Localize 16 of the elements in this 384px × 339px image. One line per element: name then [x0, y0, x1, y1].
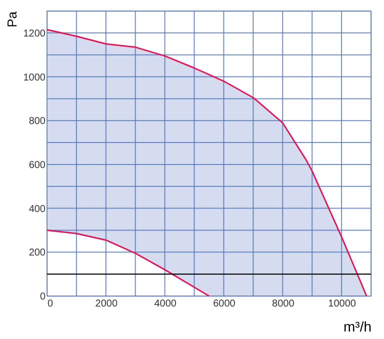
y-axis-title: Pa	[4, 10, 20, 28]
x-axis-title: m³/h	[344, 318, 372, 334]
y-tick-label: 1200	[23, 28, 46, 40]
x-tick-label: 2000	[95, 298, 118, 310]
x-tick-label: 0	[48, 298, 54, 310]
line-series	[46, 229, 210, 297]
y-tick-label: 1000	[23, 72, 46, 84]
y-tick-label: 800	[28, 116, 46, 128]
y-tick-label: 0	[40, 292, 46, 302]
x-tick-label: 10000	[328, 298, 356, 310]
x-tick-label: 6000	[213, 298, 236, 310]
y-tick-label: 400	[28, 204, 46, 215]
y-tick-label: 200	[28, 248, 46, 259]
x-tick-label: 8000	[272, 298, 295, 310]
x-tick-label: 4000	[154, 298, 177, 310]
y-tick-label: 600	[28, 160, 46, 171]
